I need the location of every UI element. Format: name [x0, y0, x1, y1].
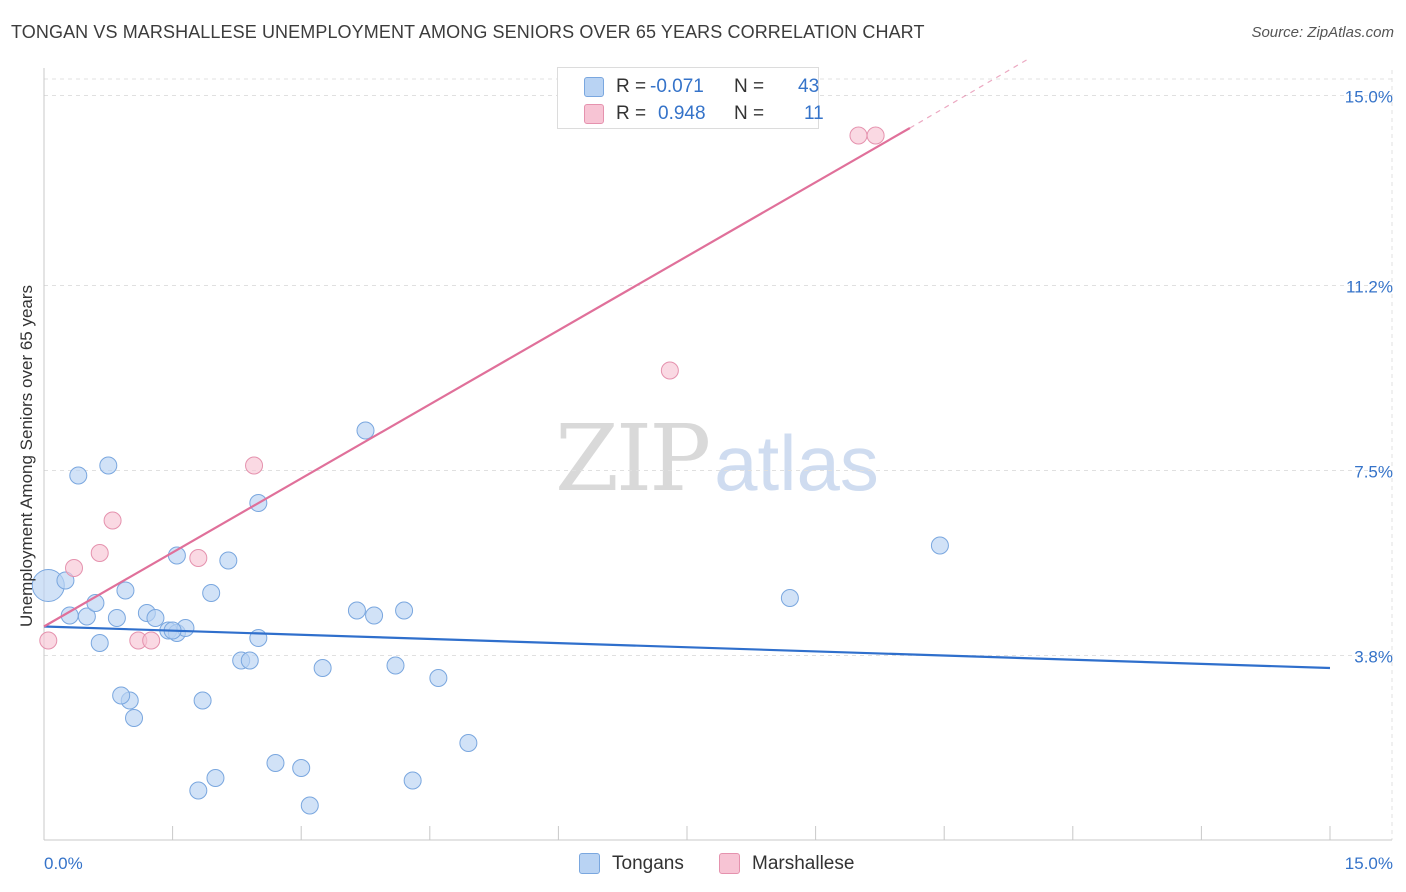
tongans-point	[193, 691, 212, 710]
x-tick-label: 0.0%	[44, 854, 83, 873]
tongans-point	[116, 581, 135, 600]
legend-n-label: N =	[734, 103, 765, 124]
tongans-point	[69, 466, 88, 485]
marshallese-point	[90, 544, 109, 562]
marshallese-point	[65, 559, 84, 577]
tongans-point	[930, 536, 949, 555]
watermark-atlas: atlas	[714, 419, 879, 507]
tongans-point	[77, 607, 96, 626]
tongans-point	[99, 456, 118, 475]
correlation-legend: R = -0.071 N = 43 R = 0.948 N = 11	[557, 67, 824, 129]
tongans-point	[240, 651, 259, 670]
legend-n-label: N =	[734, 76, 765, 97]
tongans-point	[189, 781, 208, 800]
watermark: ZIPatlas	[555, 405, 879, 512]
axes	[43, 68, 1392, 841]
tongans-point	[56, 571, 75, 590]
tongans-point	[90, 634, 109, 652]
tongans-point	[112, 686, 131, 705]
y-axis-label: Unemployment Among Seniors over 65 years	[17, 284, 36, 628]
marshallese-label: Marshallese	[752, 853, 855, 874]
tongans-point	[219, 551, 238, 570]
chart-title: TONGAN VS MARSHALLESE UNEMPLOYMENT AMONG…	[11, 22, 925, 42]
tongans-point	[395, 601, 414, 620]
marshallese-point	[849, 126, 868, 145]
tongans-point	[780, 589, 799, 607]
marshallese-point	[660, 361, 679, 380]
grid-lines	[44, 70, 1393, 840]
marshallese-trend-extension	[909, 57, 1031, 129]
tongans-point	[365, 606, 384, 625]
tongans-point	[125, 709, 144, 727]
data-points	[31, 126, 949, 815]
marshallese-swatch	[719, 853, 740, 874]
tongans-swatch	[584, 77, 604, 97]
trend-lines	[43, 57, 1331, 670]
legend-r-value: 0.948	[658, 103, 706, 124]
source-credit: Source: ZipAtlas.com	[1251, 24, 1394, 41]
marshallese-point	[39, 631, 58, 650]
tongans-point	[146, 609, 165, 627]
tongans-label: Tongans	[612, 853, 684, 874]
tick-labels: 3.8% 7.5% 11.2% 15.0% 0.0% 15.0%	[44, 88, 1393, 874]
tongans-point	[403, 771, 422, 790]
marshallese-point	[142, 631, 161, 650]
tongans-point	[429, 669, 448, 687]
marshallese-trend-line	[43, 127, 911, 628]
legend-r-label: R =	[616, 76, 647, 97]
marshallese-point	[189, 549, 208, 567]
tongans-point	[386, 656, 405, 675]
tongans-point	[292, 759, 311, 777]
y-tick-label: 7.5%	[1354, 463, 1393, 482]
marshallese-swatch	[584, 104, 604, 124]
y-tick-label: 15.0%	[1345, 88, 1393, 107]
legend-n-value: 11	[804, 103, 824, 124]
legend-r-value: -0.071	[650, 76, 704, 97]
tongans-point	[356, 421, 375, 440]
y-tick-label: 11.2%	[1346, 278, 1393, 297]
tongans-swatch	[579, 853, 600, 874]
legend-r-label: R =	[616, 103, 647, 124]
marshallese-point	[245, 456, 264, 475]
tongans-point	[206, 769, 225, 787]
x-tick-label: 15.0%	[1345, 854, 1393, 873]
tongans-point	[202, 584, 221, 602]
watermark-zip: ZIP	[555, 405, 711, 512]
tongans-point	[459, 734, 478, 752]
tongans-point	[266, 754, 285, 772]
tongans-trend-line	[43, 625, 1331, 670]
marshallese-point	[866, 126, 885, 145]
marshallese-point	[103, 511, 122, 530]
tongans-point	[300, 796, 319, 815]
tongans-point	[107, 609, 126, 627]
tongans-point	[347, 601, 366, 620]
tongans-point	[249, 629, 268, 647]
tongans-point	[313, 659, 332, 677]
legend-n-value: 43	[798, 76, 820, 97]
y-tick-label: 3.8%	[1354, 648, 1393, 667]
